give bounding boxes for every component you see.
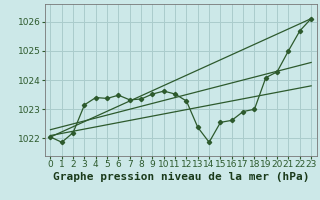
X-axis label: Graphe pression niveau de la mer (hPa): Graphe pression niveau de la mer (hPa) <box>52 172 309 182</box>
